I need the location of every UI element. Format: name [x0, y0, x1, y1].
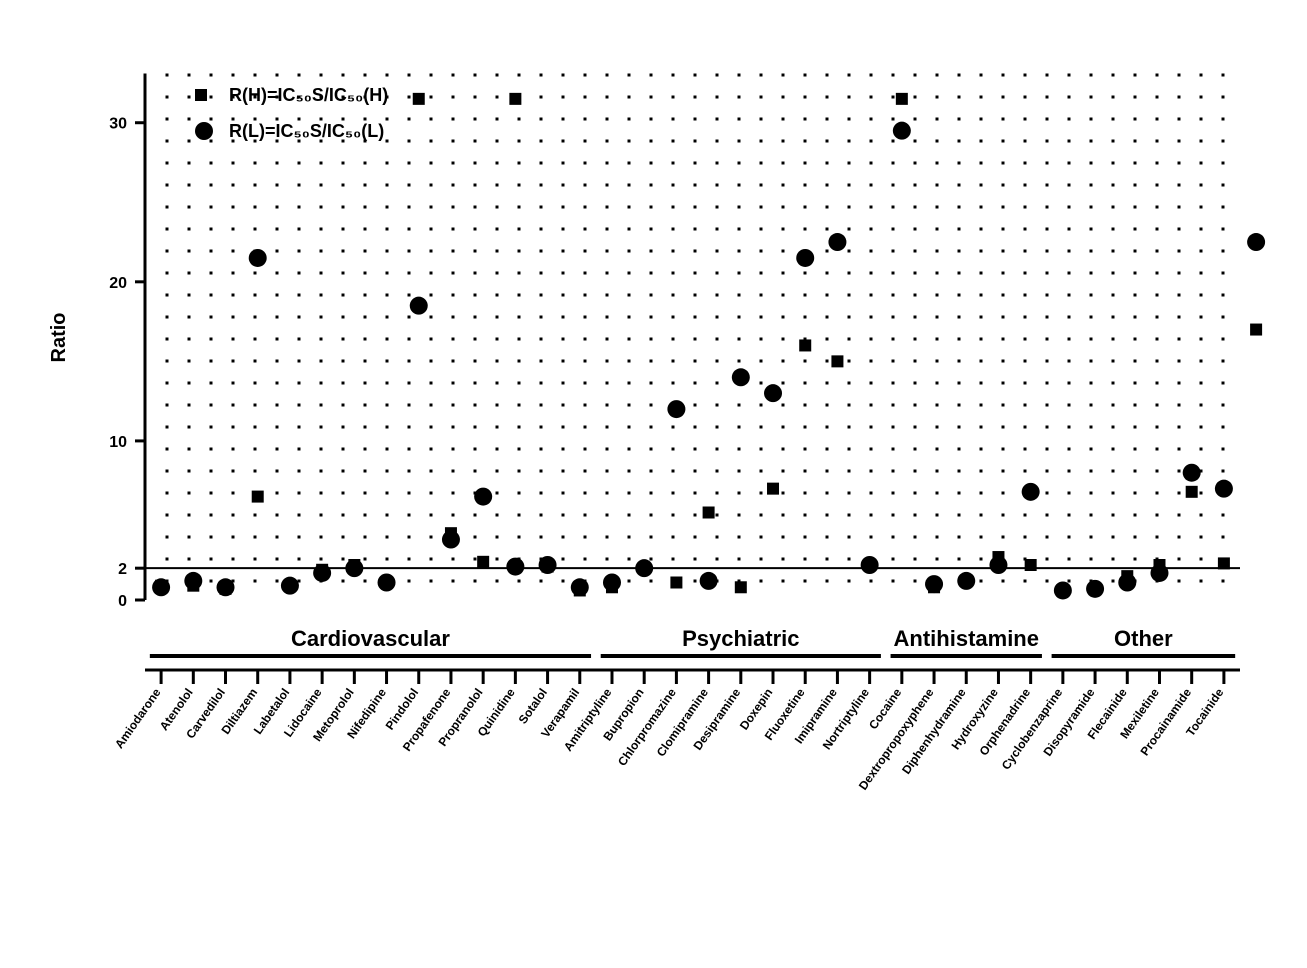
data-point	[571, 578, 589, 596]
data-point	[474, 488, 492, 506]
x-category-label: Amiodarone	[112, 685, 164, 751]
data-point	[735, 581, 747, 593]
data-point	[1215, 480, 1233, 498]
data-point	[252, 491, 264, 503]
data-point	[378, 574, 396, 592]
data-point	[442, 531, 460, 549]
data-point	[1022, 483, 1040, 501]
data-point	[831, 355, 843, 367]
data-point	[410, 297, 428, 315]
data-point	[957, 572, 975, 590]
data-point	[703, 507, 715, 519]
data-point	[313, 564, 331, 582]
data-point	[184, 572, 202, 590]
x-category-label: Chlorpromazine	[615, 685, 679, 768]
data-point	[1183, 464, 1201, 482]
data-point	[893, 122, 911, 140]
data-point	[413, 93, 425, 105]
data-point	[1218, 557, 1230, 569]
category-group-label: Antihistamine	[894, 626, 1039, 651]
data-point	[1086, 580, 1104, 598]
data-point	[989, 556, 1007, 574]
data-point	[1025, 559, 1037, 571]
data-point	[925, 575, 943, 593]
data-point	[635, 559, 653, 577]
y-tick-label: 2	[118, 561, 127, 578]
data-point	[345, 559, 363, 577]
data-point	[1118, 574, 1136, 592]
data-point	[509, 93, 521, 105]
legend-label: R(H)=IC₅₀S/IC₅₀(H)	[229, 85, 388, 105]
data-point	[1247, 233, 1265, 251]
data-point	[828, 233, 846, 251]
data-point	[603, 574, 621, 592]
data-point	[767, 483, 779, 495]
data-point	[152, 578, 170, 596]
data-point	[539, 556, 557, 574]
legend-marker-square	[195, 89, 207, 101]
category-group-label: Other	[1114, 626, 1173, 651]
data-point	[764, 384, 782, 402]
y-tick-label: 30	[109, 116, 127, 133]
data-point	[249, 249, 267, 267]
data-point	[217, 578, 235, 596]
data-point	[667, 400, 685, 418]
data-point	[506, 558, 524, 576]
data-point	[700, 572, 718, 590]
category-group-label: Cardiovascular	[291, 626, 450, 651]
data-point	[670, 577, 682, 589]
y-tick-label: 0	[118, 593, 127, 610]
y-axis-label: Ratio	[48, 313, 70, 363]
category-group-label: Psychiatric	[682, 626, 799, 651]
data-point	[861, 556, 879, 574]
ratio-scatter-chart: 02102030 AmiodaroneAtenololCarvedilolDil…	[0, 0, 1307, 968]
data-point	[1054, 581, 1072, 599]
data-point	[281, 577, 299, 595]
data-point	[796, 249, 814, 267]
data-point	[1250, 324, 1262, 336]
x-category-label: Sotalol	[516, 686, 550, 727]
data-point	[477, 556, 489, 568]
legend-marker-circle	[195, 122, 213, 140]
data-point	[1186, 486, 1198, 498]
data-point	[1150, 564, 1168, 582]
data-point	[732, 368, 750, 386]
y-tick-label: 20	[109, 275, 127, 292]
data-point	[799, 339, 811, 351]
legend-label: R(L)=IC₅₀S/IC₅₀(L)	[229, 121, 384, 141]
y-tick-label: 10	[109, 434, 127, 451]
data-point	[896, 93, 908, 105]
